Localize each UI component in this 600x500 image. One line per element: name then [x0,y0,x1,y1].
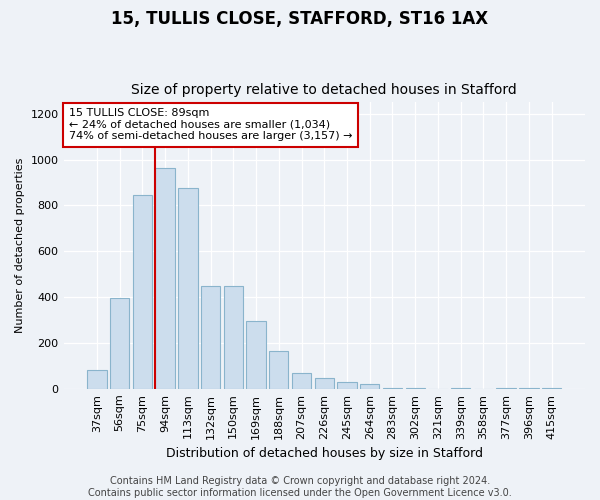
Bar [292,373,311,389]
Text: 15, TULLIS CLOSE, STAFFORD, ST16 1AX: 15, TULLIS CLOSE, STAFFORD, ST16 1AX [112,10,488,28]
Text: Contains HM Land Registry data © Crown copyright and database right 2024.
Contai: Contains HM Land Registry data © Crown c… [88,476,512,498]
Bar [314,378,334,389]
Bar [451,388,470,389]
Bar [360,384,379,389]
Text: 15 TULLIS CLOSE: 89sqm
← 24% of detached houses are smaller (1,034)
74% of semi-: 15 TULLIS CLOSE: 89sqm ← 24% of detached… [69,108,352,142]
Bar [542,388,561,389]
Bar [269,351,289,389]
X-axis label: Distribution of detached houses by size in Stafford: Distribution of detached houses by size … [166,447,483,460]
Title: Size of property relative to detached houses in Stafford: Size of property relative to detached ho… [131,83,517,97]
Bar [201,286,220,389]
Bar [406,388,425,389]
Bar [247,321,266,389]
Y-axis label: Number of detached properties: Number of detached properties [15,158,25,334]
Bar [519,388,539,389]
Bar [133,195,152,389]
Bar [496,388,516,389]
Bar [337,382,356,389]
Bar [178,188,197,389]
Bar [383,388,402,389]
Bar [155,168,175,389]
Bar [110,298,130,389]
Bar [224,286,243,389]
Bar [87,370,107,389]
